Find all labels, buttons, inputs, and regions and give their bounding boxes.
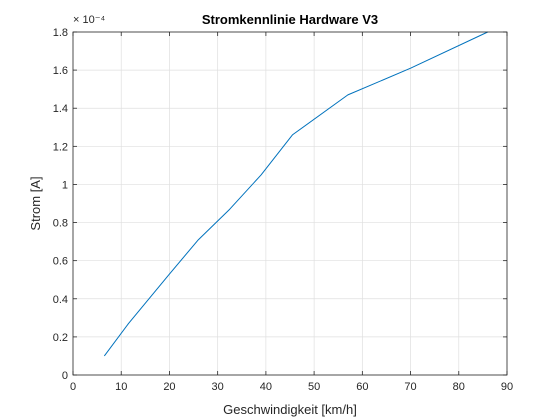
x-tick-label: 50 <box>308 381 320 393</box>
y-tick-label: 0.6 <box>53 256 68 268</box>
y-tick-label: 1.6 <box>53 65 68 77</box>
x-tick-label: 10 <box>115 381 127 393</box>
x-tick-label: 0 <box>70 381 76 393</box>
series-layer <box>103 31 488 357</box>
y-tick-label: 0.8 <box>53 218 68 230</box>
x-tick-label: 80 <box>453 381 465 393</box>
plot-area-background <box>73 32 507 375</box>
plot-area-frame <box>72 31 508 376</box>
y-tick-label: 0.4 <box>53 294 68 306</box>
y-tick-label: 1.2 <box>53 141 68 153</box>
x-tick-label: 20 <box>163 381 175 393</box>
y-axis-label: Strom [A] <box>28 176 43 230</box>
y-tick-label: 0 <box>62 370 68 382</box>
series-line <box>103 31 488 357</box>
x-tick-label: 60 <box>356 381 368 393</box>
y-tick-label: 0.2 <box>53 332 68 344</box>
y-tick-label: 1.8 <box>53 27 68 39</box>
axis-ticks <box>72 31 508 376</box>
y-tick-label: 1.4 <box>53 103 68 115</box>
x-tick-label: 70 <box>404 381 416 393</box>
y-tick-label: 1 <box>62 179 68 191</box>
chart-title: Stromkennlinie Hardware V3 <box>202 12 378 27</box>
x-tick-label: 30 <box>212 381 224 393</box>
x-tick-label: 40 <box>260 381 272 393</box>
x-tick-label: 90 <box>501 381 513 393</box>
x-axis-label: Geschwindigkeit [km/h] <box>223 402 357 417</box>
y-axis-multiplier: × 10⁻⁴ <box>73 14 106 26</box>
tick-labels: 0 10 20 30 40 50 60 70 80 90 0 0.2 0.4 0.6 0.8 1 1.2 1.4 1… <box>53 27 513 393</box>
